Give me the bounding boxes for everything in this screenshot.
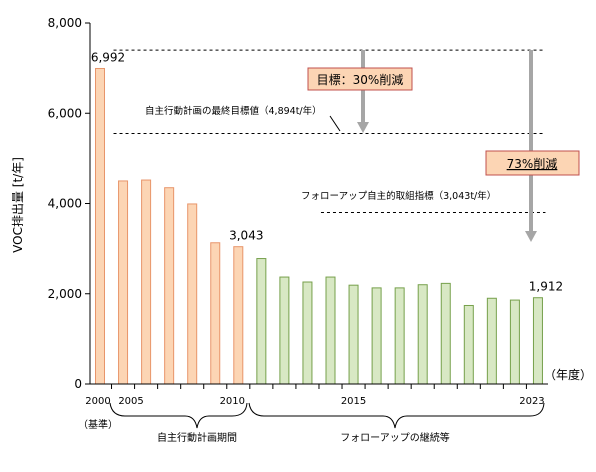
bar-2020 [463,304,474,385]
period-brackets [109,402,545,429]
bar-2000 [95,67,105,385]
bar-2006 [141,179,152,385]
bar-2019 [440,282,451,385]
bar-2017 [394,287,405,385]
x-axis-unit-label: （年度） [544,367,592,382]
bar-2009 [210,242,221,385]
x-tick-label: 2010 [220,396,245,407]
reference-lines [113,49,546,214]
self-period-bracket [109,402,248,429]
bar-2015 [348,284,359,385]
arrow-30-head [357,122,369,133]
bar-2013 [302,281,313,385]
y-axis-label: VOC排出量 [t/年] [11,157,25,253]
y-tick-label: 4,000 [48,197,82,211]
x-axis: 2000 2005 2010 2015 2023 [85,383,548,407]
data-labels: 6,992 3,043 1,912 [91,50,563,293]
bar-2011 [256,258,267,385]
y-tick-label: 8,000 [48,16,82,30]
bar-2021 [486,297,497,385]
ref-line-follow-index-label: フォローアップ自主的取組指標（3,043t/年） [301,190,496,202]
bar-2023 [532,297,543,385]
self-period-label: 自主行動計画期間 [157,431,237,444]
annotation-30-box [307,67,413,91]
annotation-73-text: 73%削減 [507,156,558,171]
bar-2008 [187,203,198,385]
y-tick-label: 0 [74,377,82,391]
bar-2012 [279,276,290,385]
data-label-2000: 6,992 [91,50,125,64]
data-label-2023: 1,912 [529,280,563,294]
bar-2005 [118,180,129,385]
bar-2014 [325,276,336,385]
y-axis: 0 2,000 4,000 6,000 8,000 [48,16,91,391]
bar-2010 [233,246,244,385]
ref-line-final-target-label: 自主行動計画の最終目標値（4,894t/年） [145,105,322,117]
bar-2022 [509,299,520,385]
annotation-30-text: 目標：30%削減 [317,72,404,87]
annotation-73-box [485,150,580,176]
x-tick-label: 2023 [519,396,544,407]
bar-2007 [164,187,175,385]
follow-period-bracket [248,402,545,429]
base-year-note: （基準） [78,418,118,431]
x-tick-label: 2005 [118,396,143,407]
annotation-30: 目標：30%削減 [307,67,413,91]
follow-period-label: フォローアップの継続等 [340,431,450,444]
annotation-73: 73%削減 [485,150,580,176]
bar-2016 [371,287,382,385]
y-tick-label: 6,000 [48,106,82,120]
y-tick-label: 2,000 [48,287,82,301]
ref-line-leader [329,115,341,132]
arrow-73-head [525,231,537,242]
x-tick-label: 2000 [85,396,110,407]
bar-2018 [417,284,428,385]
data-label-2010: 3,043 [229,229,263,243]
x-tick-label: 2015 [341,396,366,407]
